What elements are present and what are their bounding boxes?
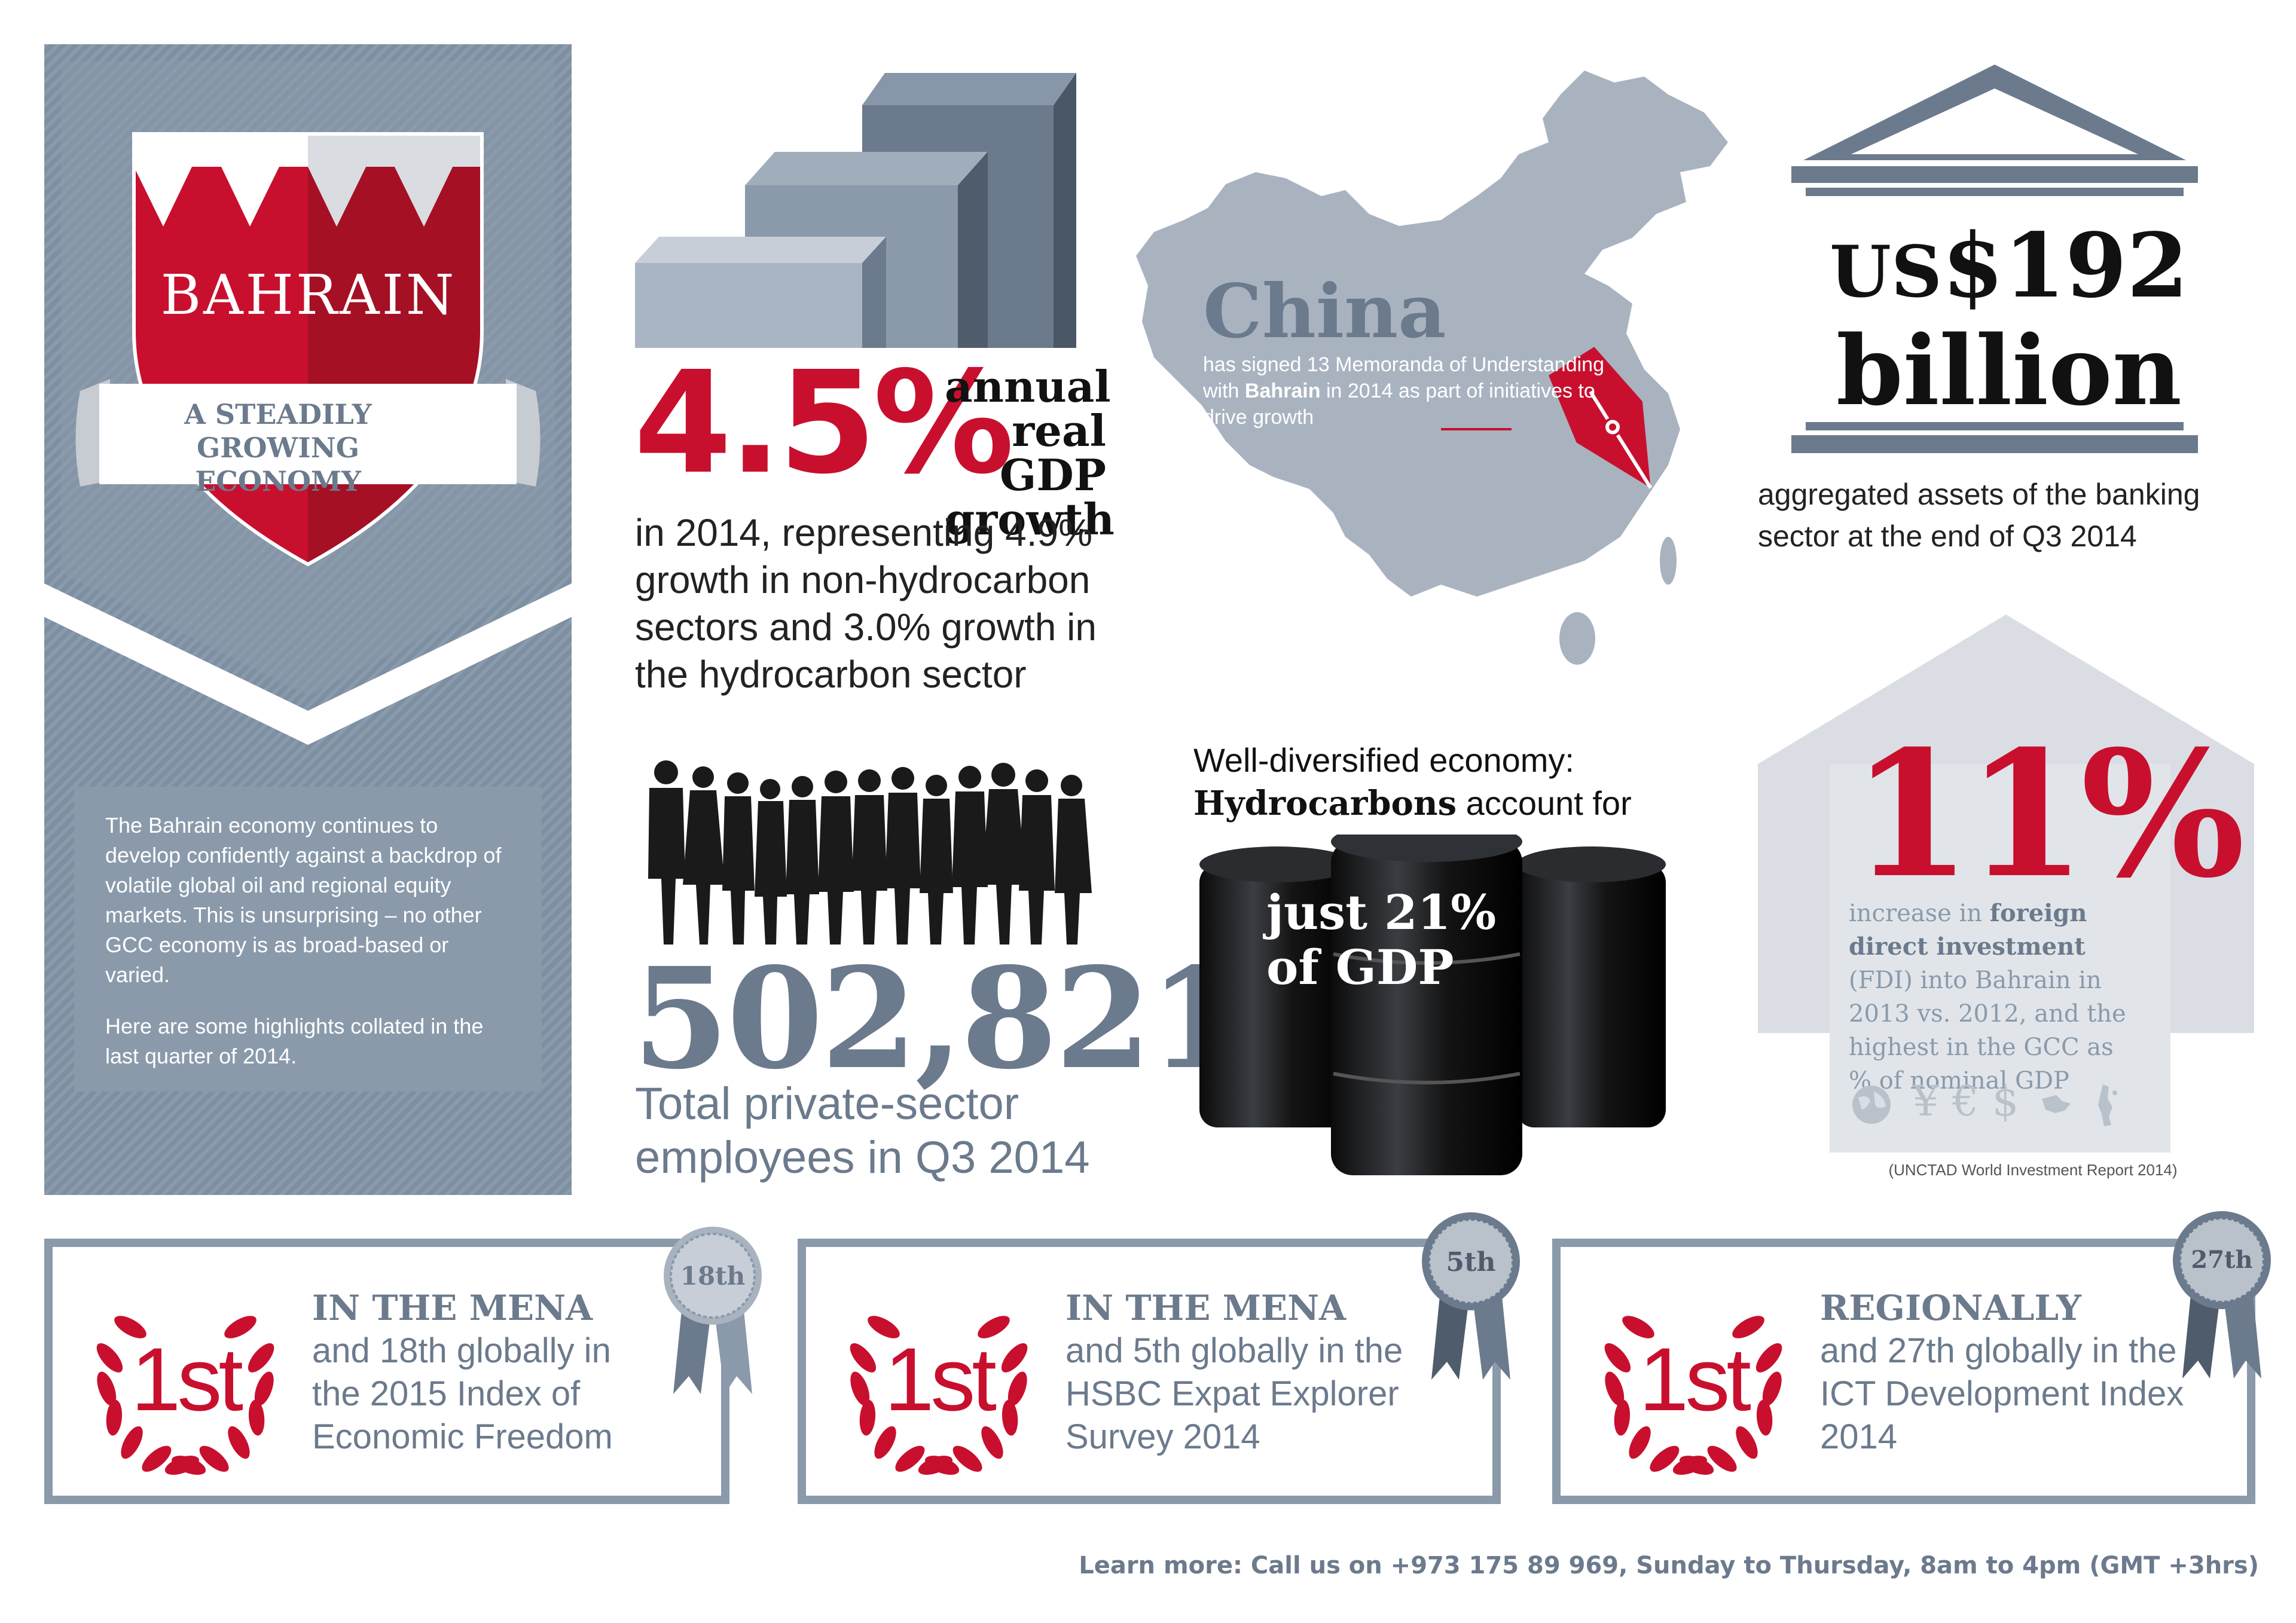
gdp-label-line-1: annual	[945, 361, 1111, 412]
ranking-card-1	[44, 1239, 729, 1504]
china-title: China	[1203, 268, 1446, 355]
hydrocarbons-line-1: Well-diversified economy:	[1193, 741, 1574, 779]
employees-description: Total private-sector employees in Q3 201…	[635, 1078, 1090, 1183]
rosette-ribbon-icon	[664, 1227, 762, 1394]
gdp-value: 4.5%	[634, 341, 1015, 505]
ranking-badge-3: 1st	[1638, 1329, 1751, 1429]
ranking-description-3: and 27th globally in the ICT Development…	[1820, 1331, 2184, 1456]
fdi-desc-text-1: increase in	[1849, 900, 1990, 927]
ribbon-label-2: 5th	[1446, 1247, 1496, 1277]
intro-paragraph-2: Here are some highlights collated in the…	[105, 1014, 484, 1068]
rosette-ribbon-icon	[1422, 1212, 1520, 1380]
currency-icons: ¥ € $	[1912, 1077, 2019, 1126]
banking-value: US$192	[1830, 221, 2188, 310]
buildings-illustration	[635, 73, 1076, 348]
ranking-description-2: and 5th globally in the HSBC Expat Explo…	[1065, 1331, 1403, 1456]
fdi-desc-text-2: (FDI) into Bahrain in 2013 vs. 2012, and…	[1849, 967, 2126, 1095]
china-description: has signed 13 Memoranda of Understanding…	[1203, 352, 1622, 430]
fdi-desc-bold: foreign direct investment	[1849, 899, 2087, 961]
fdi-value: 11%	[1851, 713, 2245, 916]
hydrocarbons-value-line-1: just 21%	[1266, 884, 1497, 940]
country-name: BAHRAIN	[160, 263, 457, 327]
oil-barrels-illustration	[1199, 835, 1666, 1175]
banking-unit: billion	[1836, 314, 2182, 427]
ranking-text-3: REGIONALLY and 27th globally in the ICT …	[1820, 1286, 2203, 1459]
china-desc-text-1: has signed 13 Memoranda of Understanding…	[1203, 353, 1604, 402]
hydrocarbons-value: just 21% of GDP	[1266, 885, 1506, 995]
hydrocarbons-value-line-2: of GDP	[1266, 939, 1454, 995]
banking-description: aggregated assets of the banking sector …	[1758, 478, 2200, 553]
ranking-text-1: IN THE MENA and 18th globally in the 201…	[312, 1286, 647, 1459]
china-desc-bold: Bahrain	[1244, 380, 1321, 402]
hydrocarbons-title: Well-diversified economy: Hydrocarbons a…	[1193, 739, 1732, 825]
tagline: A STEADILY GROWING ECONOMY	[184, 398, 372, 497]
ribbon-label-1: 18th	[680, 1261, 746, 1291]
globe-icon	[1852, 1086, 1891, 1124]
footer-contact: Learn more: Call us on +973 175 89 969, …	[1079, 1552, 2259, 1579]
bahrain-outline-icon	[2097, 1084, 2117, 1126]
gdp-label-line-3: growth	[945, 494, 1115, 545]
china-map	[1136, 71, 1728, 665]
oil-barrel-left	[1199, 846, 1355, 1127]
pen-nib-icon	[1549, 347, 1653, 489]
intro-paragraph-1: The Bahrain economy continues to develop…	[105, 813, 502, 987]
hydrocarbons-line-2-rest: account for	[1457, 784, 1632, 822]
bank-building-icon	[1791, 65, 2198, 453]
banking-amount: $192	[1942, 213, 2189, 317]
fdi-source: (UNCTAD World Investment Report 2014)	[1888, 1161, 2178, 1179]
employees-value: 502,821	[633, 937, 1245, 1100]
ranking-title-3: REGIONALLY	[1820, 1288, 2081, 1328]
ranking-card-2	[798, 1239, 1501, 1504]
gdp-label: annual real GDP growth	[945, 361, 1115, 545]
oil-barrel-center	[1331, 835, 1522, 1175]
hydrocarbons-bold: Hydrocarbons	[1193, 784, 1457, 823]
banking-currency: US	[1830, 230, 1943, 313]
fdi-description: increase in foreign direct investment (F…	[1849, 897, 2130, 1098]
oil-barrel-right	[1516, 846, 1666, 1127]
bahrain-map-icon	[2041, 1095, 2071, 1113]
ribbon-label-3: 27th	[2191, 1246, 2253, 1274]
china-desc-text-2: in 2014 as part of initiatives to drive …	[1203, 380, 1595, 429]
gdp-label-line-2: real GDP	[999, 405, 1106, 500]
ranking-title-2: IN THE MENA	[1065, 1288, 1347, 1328]
hydrocarbons-line-2: Hydrocarbons account for	[1193, 782, 1732, 825]
rosette-ribbon-icon	[2173, 1211, 2271, 1379]
intro-panel: The Bahrain economy continues to develop…	[74, 787, 542, 1092]
ranking-badge-1: 1st	[130, 1329, 243, 1429]
people-silhouettes-illustration	[648, 760, 1092, 945]
ranking-description-1: and 18th globally in the 2015 Index of E…	[312, 1331, 613, 1456]
fdi-arrow-shape	[1758, 615, 2254, 1153]
ranking-badge-2: 1st	[884, 1329, 997, 1429]
fdi-icons-row: ¥ € $	[1850, 1077, 2137, 1126]
tagline-ribbon	[75, 379, 541, 487]
ranking-title-1: IN THE MENA	[312, 1288, 593, 1328]
ranking-text-2: IN THE MENA and 5th globally in the HSBC…	[1065, 1286, 1448, 1459]
gdp-description: in 2014, representing 4.9% growth in non…	[635, 511, 1097, 696]
